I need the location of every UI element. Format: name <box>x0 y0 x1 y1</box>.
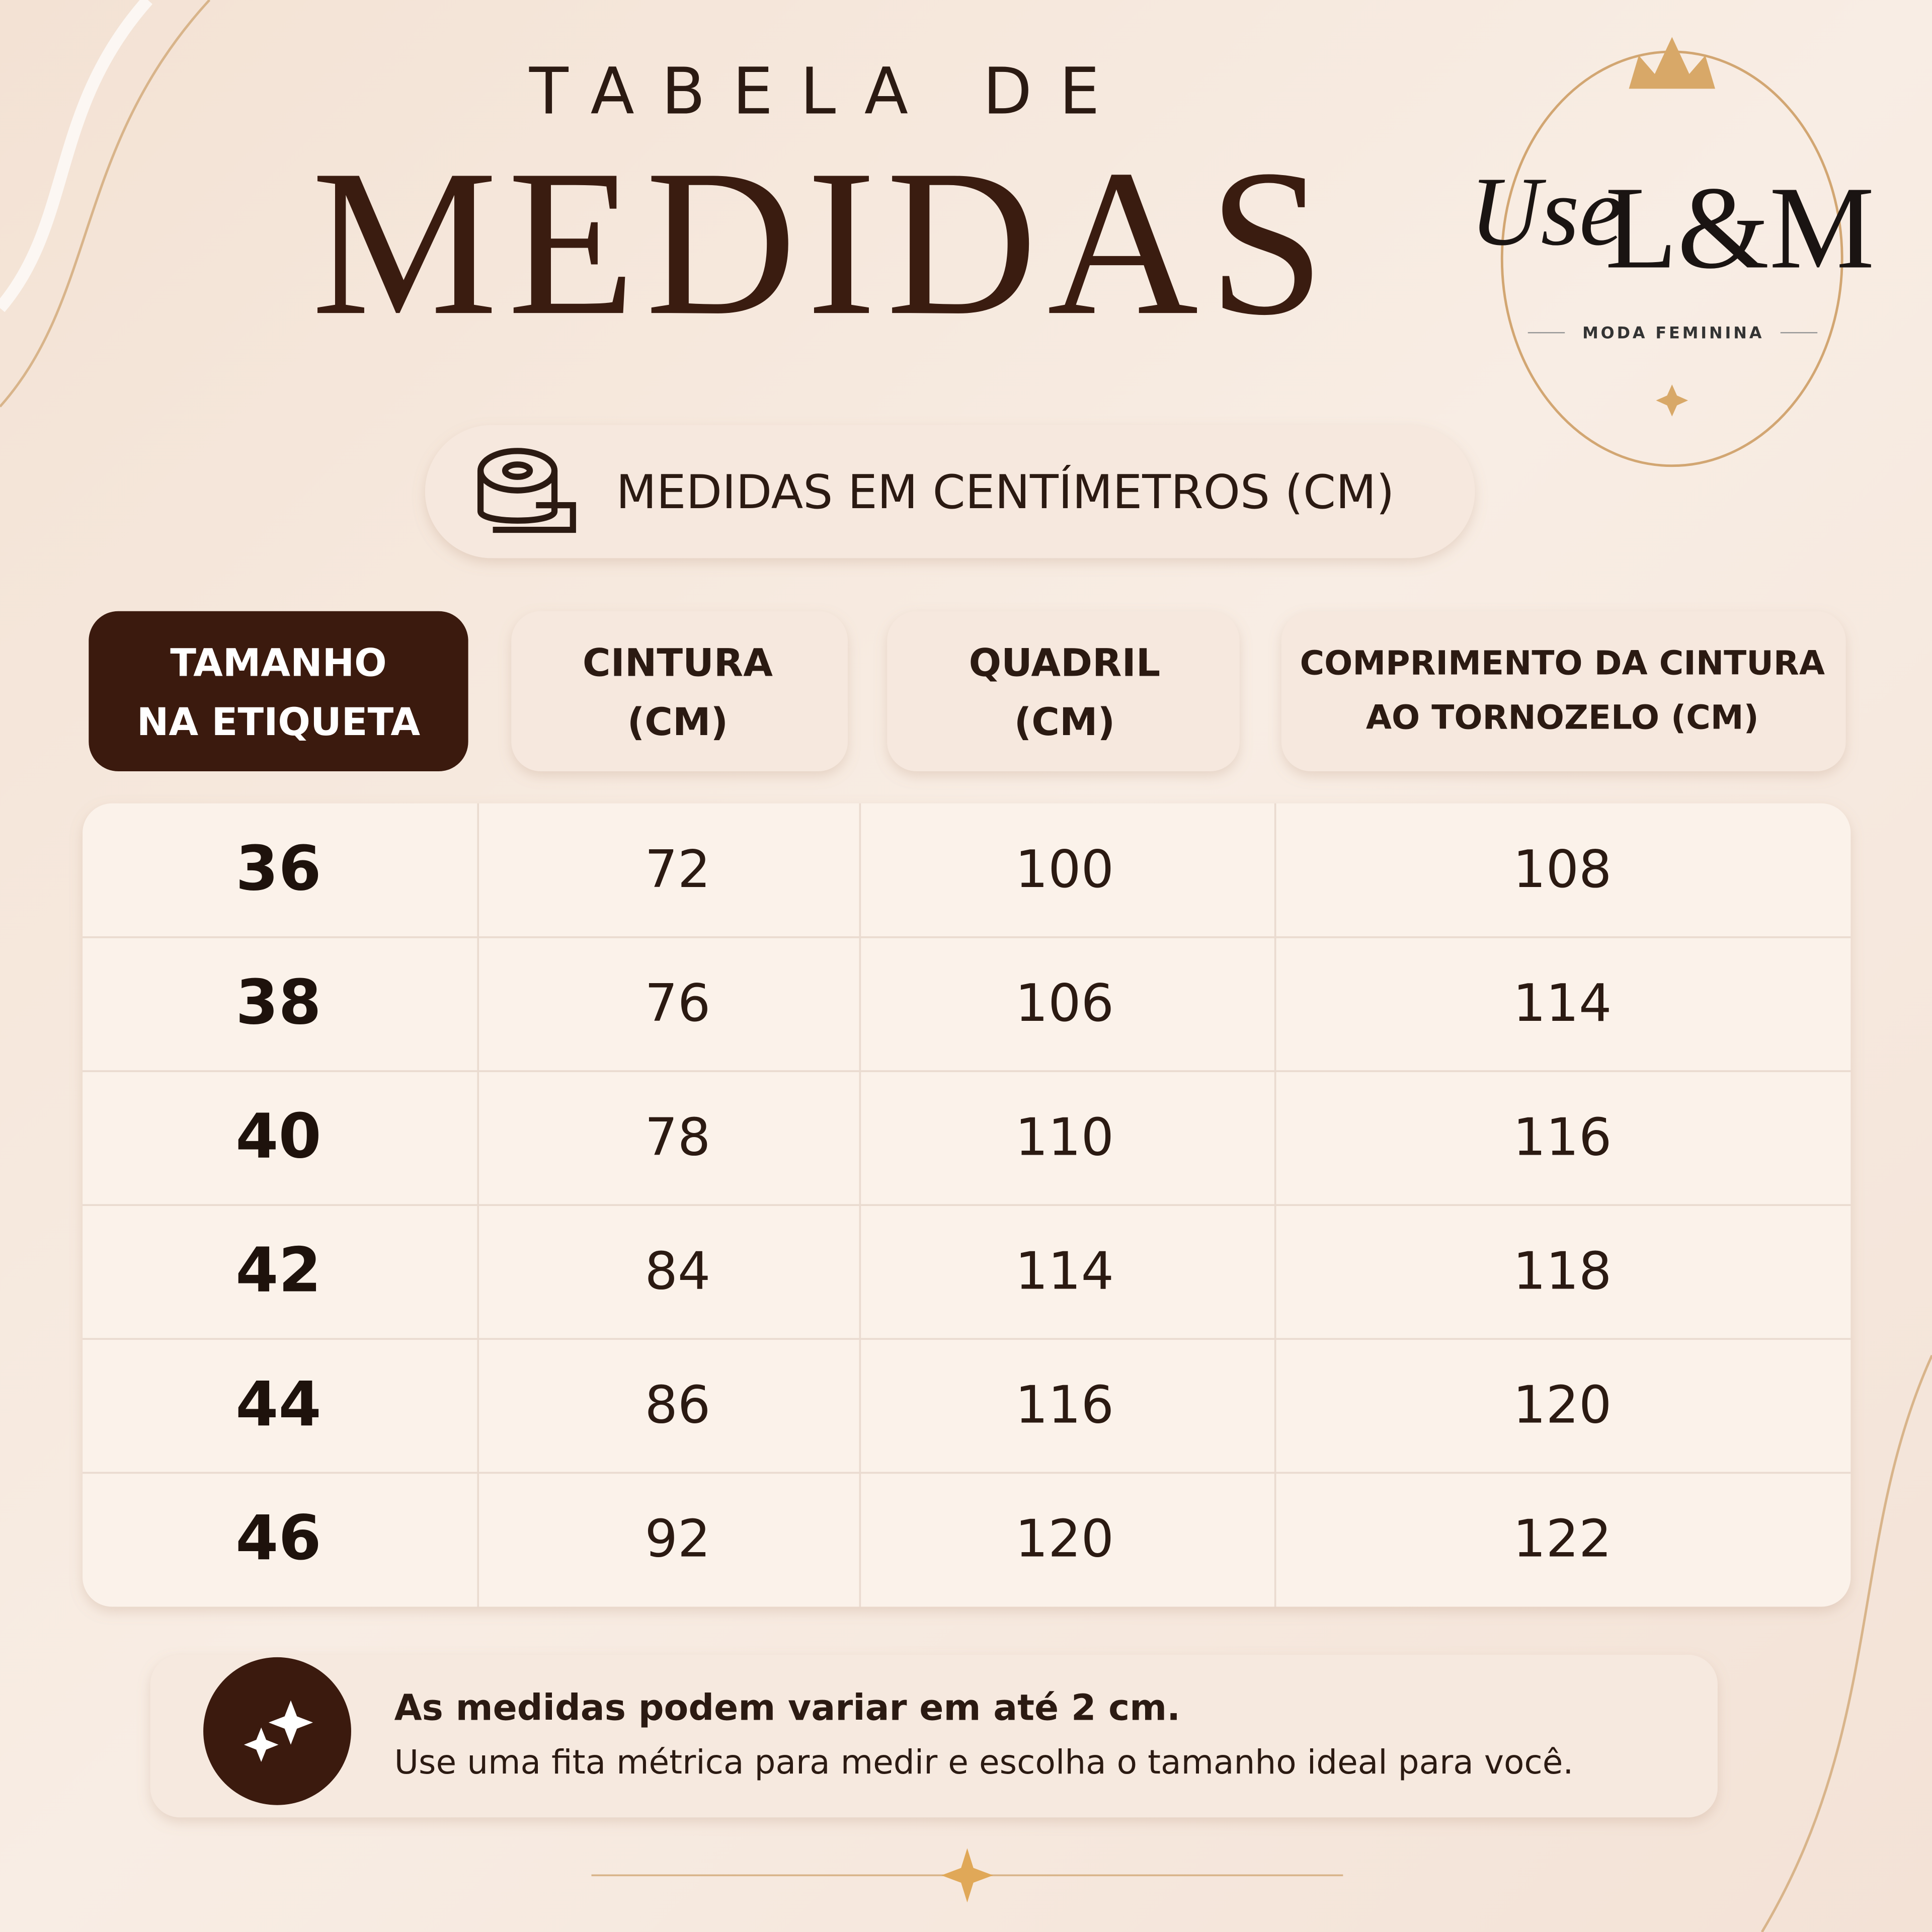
star <box>1656 384 1688 417</box>
header-label: NA ETIQUETA <box>137 700 420 744</box>
table-body: 36 72 100 108 38 76 106 114 40 78 110 116 42 84 114 118… <box>83 803 1851 1607</box>
measure-value: 114 <box>1015 1241 1114 1301</box>
header-label: (CM) <box>627 700 729 744</box>
logo-tagline: MODA FEMININA <box>1582 324 1764 343</box>
logo-script: Use <box>1470 157 1623 266</box>
measure-value: 92 <box>645 1509 711 1569</box>
header-label: TAMANHO <box>170 640 387 685</box>
star <box>941 1848 993 1903</box>
measure-value: 110 <box>1015 1107 1114 1167</box>
measure-value: 122 <box>1513 1509 1612 1569</box>
measure-value: 86 <box>645 1375 711 1435</box>
measure-value: 78 <box>645 1107 711 1167</box>
decor-wave <box>0 0 153 312</box>
size-label: 36 <box>235 832 321 904</box>
logo-name: L&M <box>1605 162 1875 293</box>
decor-wave <box>1760 1354 1932 1932</box>
header-cell <box>1281 611 1846 772</box>
measure-value: 76 <box>645 974 711 1033</box>
header-label: (CM) <box>1014 700 1115 744</box>
header-label: CINTURA <box>583 640 773 685</box>
measure-value: 114 <box>1513 974 1612 1033</box>
measure-value: 118 <box>1513 1241 1612 1301</box>
header-label: COMPRIMENTO DA CINTURA <box>1300 644 1825 683</box>
measure-value: 84 <box>645 1241 711 1301</box>
table-header: TAMANHO NA ETIQUETA CINTURA (CM) QUADRIL (CM)… <box>89 611 1846 772</box>
note-icon <box>203 1657 351 1805</box>
measure-value: 106 <box>1015 974 1114 1033</box>
size-label: 42 <box>235 1234 321 1306</box>
tape-icon <box>477 448 576 533</box>
measure-value: 120 <box>1513 1375 1612 1435</box>
measure-value: 108 <box>1513 840 1612 900</box>
size-label: 44 <box>235 1368 321 1440</box>
note-box <box>150 1654 1718 1818</box>
header-label: QUADRIL <box>969 640 1161 685</box>
unit-text: MEDIDAS EM CENTÍMETROS (CM) <box>616 465 1394 519</box>
measure-value: 116 <box>1015 1375 1114 1435</box>
header-cell <box>887 611 1240 772</box>
size-label: 40 <box>235 1100 321 1172</box>
size-label: 46 <box>235 1502 321 1574</box>
crown <box>1629 37 1715 89</box>
size-label: 38 <box>235 967 321 1038</box>
decor-wave <box>0 0 211 408</box>
header-cell <box>89 611 468 772</box>
measure-value: 116 <box>1513 1107 1612 1167</box>
unit-badge <box>425 425 1475 558</box>
title: MEDIDAS <box>311 127 1335 359</box>
kicker: TABELA DE <box>529 55 1127 129</box>
measure-value: 100 <box>1015 840 1114 900</box>
sparkles <box>244 1700 313 1762</box>
header-cell <box>511 611 848 772</box>
note-text: Use uma fita métrica para medir e escolh… <box>394 1743 1574 1782</box>
note-title: As medidas podem variar em até 2 cm. <box>394 1687 1180 1729</box>
logo: Use L&M MODA FEMININA <box>1470 37 1875 467</box>
header-label: AO TORNOZELO (CM) <box>1366 698 1759 737</box>
measure-value: 72 <box>645 840 711 900</box>
measure-value: 120 <box>1015 1509 1114 1569</box>
